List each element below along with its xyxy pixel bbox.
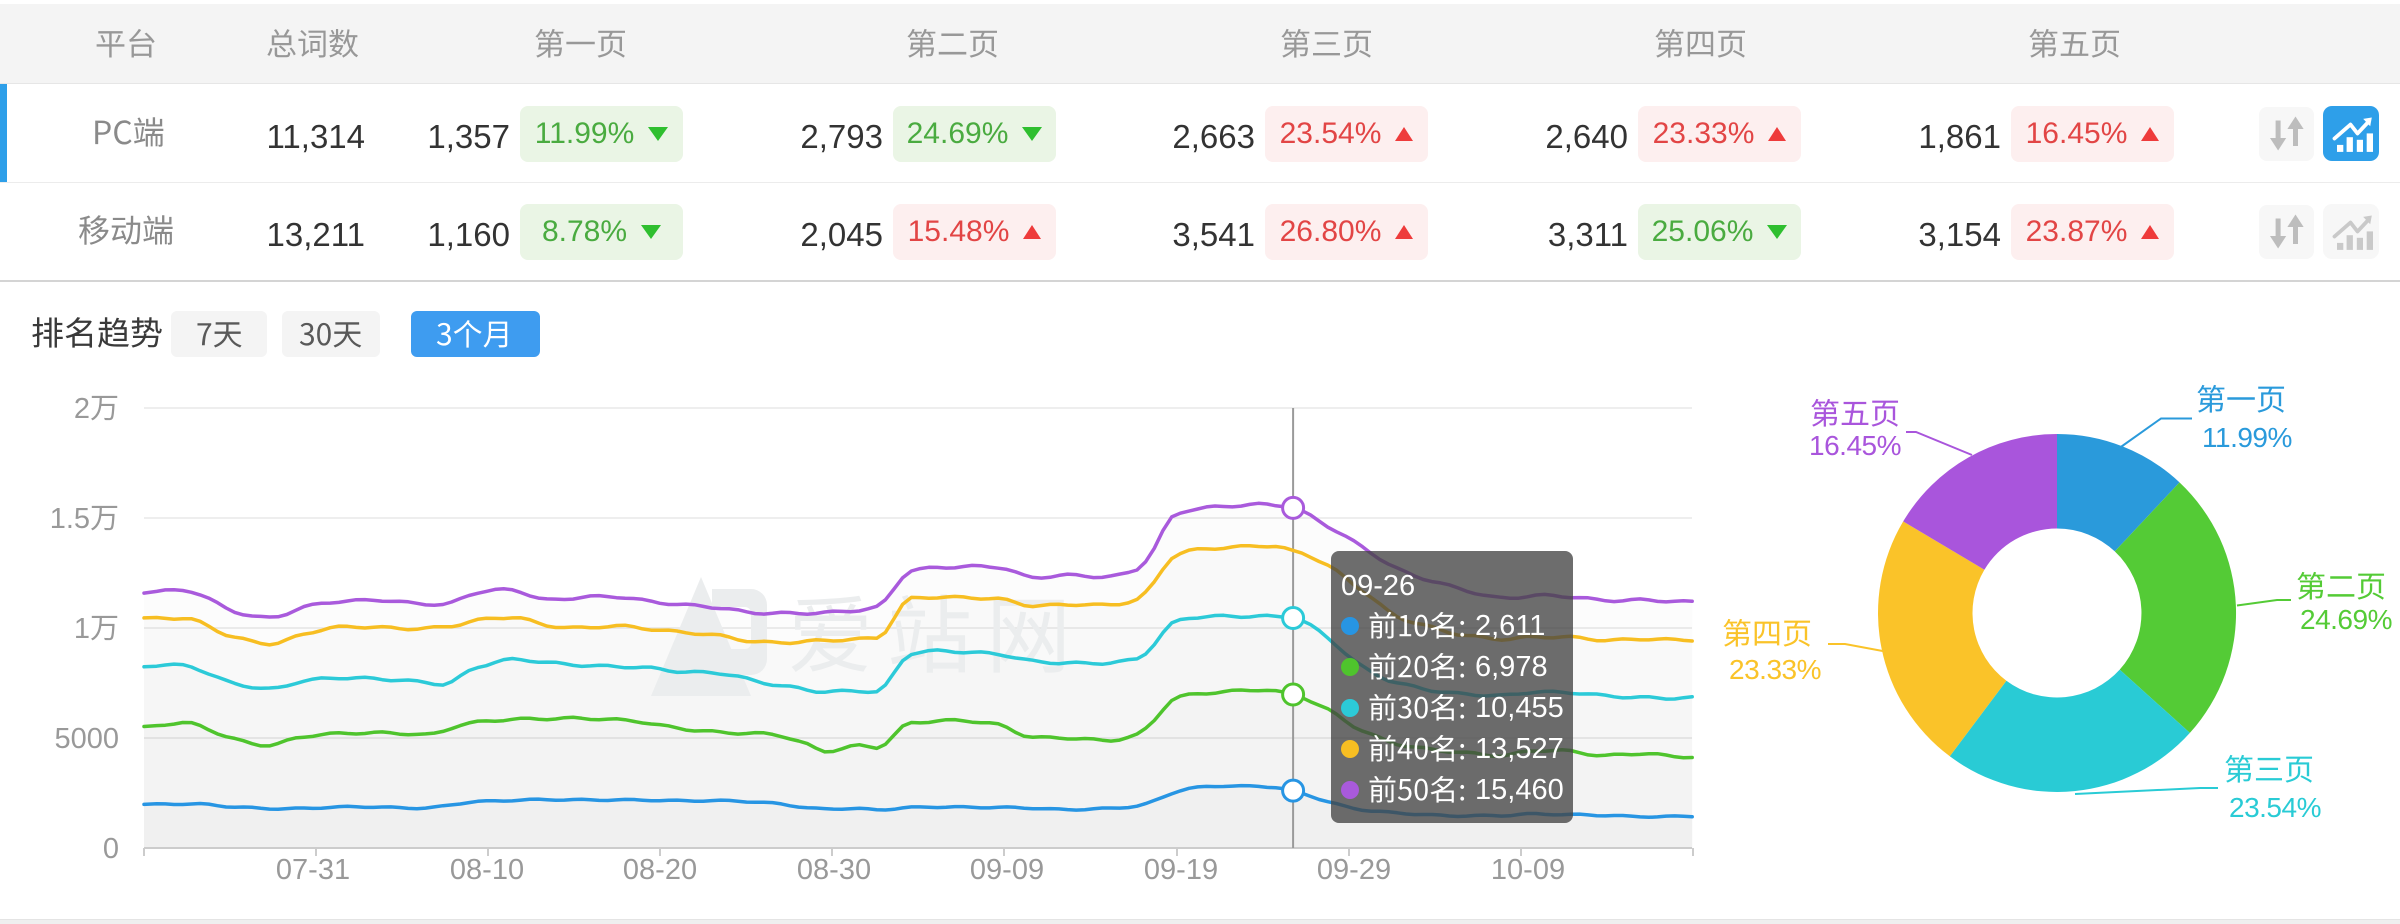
svg-text:1.5: 1.5	[50, 503, 90, 535]
svg-text:2: 2	[74, 393, 90, 425]
svg-text:0: 0	[103, 833, 119, 865]
svg-text:08-20: 08-20	[623, 854, 697, 886]
svg-text:10-09: 10-09	[1491, 854, 1565, 886]
svg-text:5000: 5000	[54, 723, 119, 755]
svg-text:09-29: 09-29	[1317, 854, 1391, 886]
svg-text:09-09: 09-09	[970, 854, 1044, 886]
svg-text:08-30: 08-30	[797, 854, 871, 886]
svg-text:1: 1	[74, 613, 90, 645]
svg-text:07-31: 07-31	[276, 854, 350, 886]
svg-text:09-19: 09-19	[1144, 854, 1218, 886]
svg-text:08-10: 08-10	[450, 854, 524, 886]
